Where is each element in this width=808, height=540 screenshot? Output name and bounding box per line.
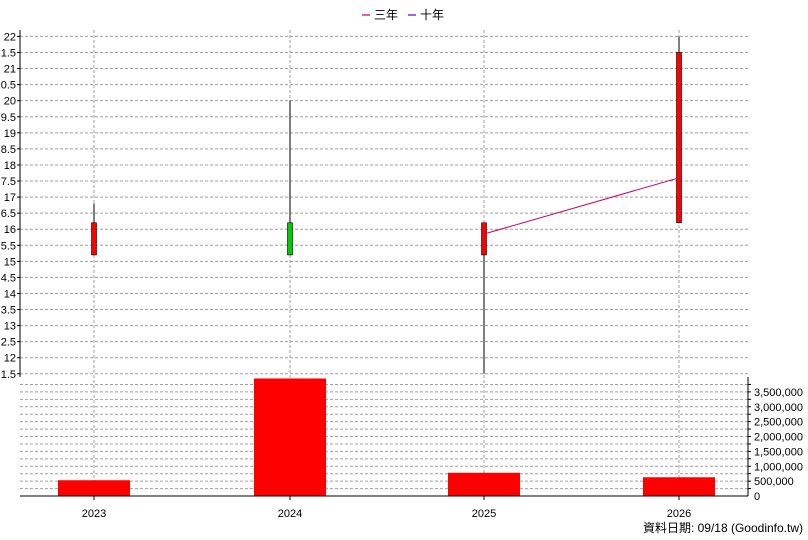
category-label-2025: 2025 bbox=[472, 508, 496, 520]
price-tick-label: 18 bbox=[4, 160, 16, 172]
volume-grid bbox=[20, 383, 748, 490]
price-tick-label: 9.5 bbox=[1, 112, 16, 124]
price-tick-label: 14 bbox=[4, 288, 16, 300]
price-tick-label: 20 bbox=[4, 96, 16, 108]
legend-label: 十年 bbox=[420, 8, 444, 22]
volume-tick-label: 1,500,000 bbox=[754, 446, 803, 458]
candle-body-2023 bbox=[91, 222, 97, 256]
price-tick-label: 0.5 bbox=[1, 80, 16, 92]
price-axis: 1.5 12 2.5 13 3.5 14 4.5 15 5.5 16 6.5 17 7.5 18 8.5 19… bbox=[1, 31, 20, 381]
footer-date-label: 資料日期: 09/18 (Goodinfo.tw) bbox=[643, 521, 803, 535]
price-tick-label: 17 bbox=[4, 192, 16, 204]
candles bbox=[91, 36, 682, 374]
series-line-三年 bbox=[483, 177, 680, 235]
price-tick-label: 1.5 bbox=[1, 47, 16, 59]
volume-axis: 0 500,000 1,000,000 1,500,000 2,000,000 2,500… bbox=[748, 383, 803, 503]
price-tick-label: 7.5 bbox=[1, 176, 16, 188]
volume-tick-label: 1,000,000 bbox=[754, 461, 803, 473]
price-tick-label: 12 bbox=[4, 353, 16, 365]
price-tick-label: 5.5 bbox=[1, 240, 16, 252]
category-axis: 2023 2024 2025 2026 bbox=[82, 496, 691, 520]
volume-bar-2023 bbox=[58, 480, 130, 496]
price-tick-label: 1.5 bbox=[1, 369, 16, 381]
price-tick-label: 8.5 bbox=[1, 144, 16, 156]
price-tick-label: 15 bbox=[4, 256, 16, 268]
price-grid bbox=[20, 35, 748, 375]
price-tick-label: 19 bbox=[4, 128, 16, 140]
volume-bar-2025 bbox=[448, 472, 520, 496]
candle-body-2026 bbox=[676, 52, 682, 224]
volume-bar-2024 bbox=[254, 378, 326, 496]
category-gridlines bbox=[93, 30, 680, 496]
volume-tick-label: 2,000,000 bbox=[754, 432, 803, 444]
price-tick-label: 22 bbox=[4, 31, 16, 43]
volume-tick-label: 3,500,000 bbox=[754, 387, 803, 399]
price-tick-label: 2.5 bbox=[1, 337, 16, 349]
price-tick-label: 4.5 bbox=[1, 272, 16, 284]
category-label-2024: 2024 bbox=[278, 508, 302, 520]
price-tick-label: 16 bbox=[4, 224, 16, 236]
volume-bars bbox=[58, 378, 715, 496]
volume-tick-label: 500,000 bbox=[754, 476, 794, 488]
volume-bar-2026 bbox=[643, 477, 715, 496]
candle-body-2024 bbox=[287, 222, 293, 256]
volume-tick-label: 0 bbox=[754, 491, 760, 503]
legend-label: 三年 bbox=[374, 8, 398, 22]
price-tick-label: 3.5 bbox=[1, 305, 16, 317]
price-tick-label: 21 bbox=[4, 64, 16, 76]
price-tick-label: 13 bbox=[4, 321, 16, 333]
chart-legend: 三年 十年 bbox=[362, 8, 444, 22]
price-tick-label: 6.5 bbox=[1, 208, 16, 220]
line-series bbox=[483, 177, 680, 235]
volume-tick-label: 2,500,000 bbox=[754, 417, 803, 429]
category-label-2026: 2026 bbox=[667, 508, 691, 520]
category-label-2023: 2023 bbox=[82, 508, 106, 520]
volume-tick-label: 3,000,000 bbox=[754, 402, 803, 414]
plot-frames bbox=[19, 30, 749, 497]
candle-body-2025 bbox=[481, 222, 487, 256]
